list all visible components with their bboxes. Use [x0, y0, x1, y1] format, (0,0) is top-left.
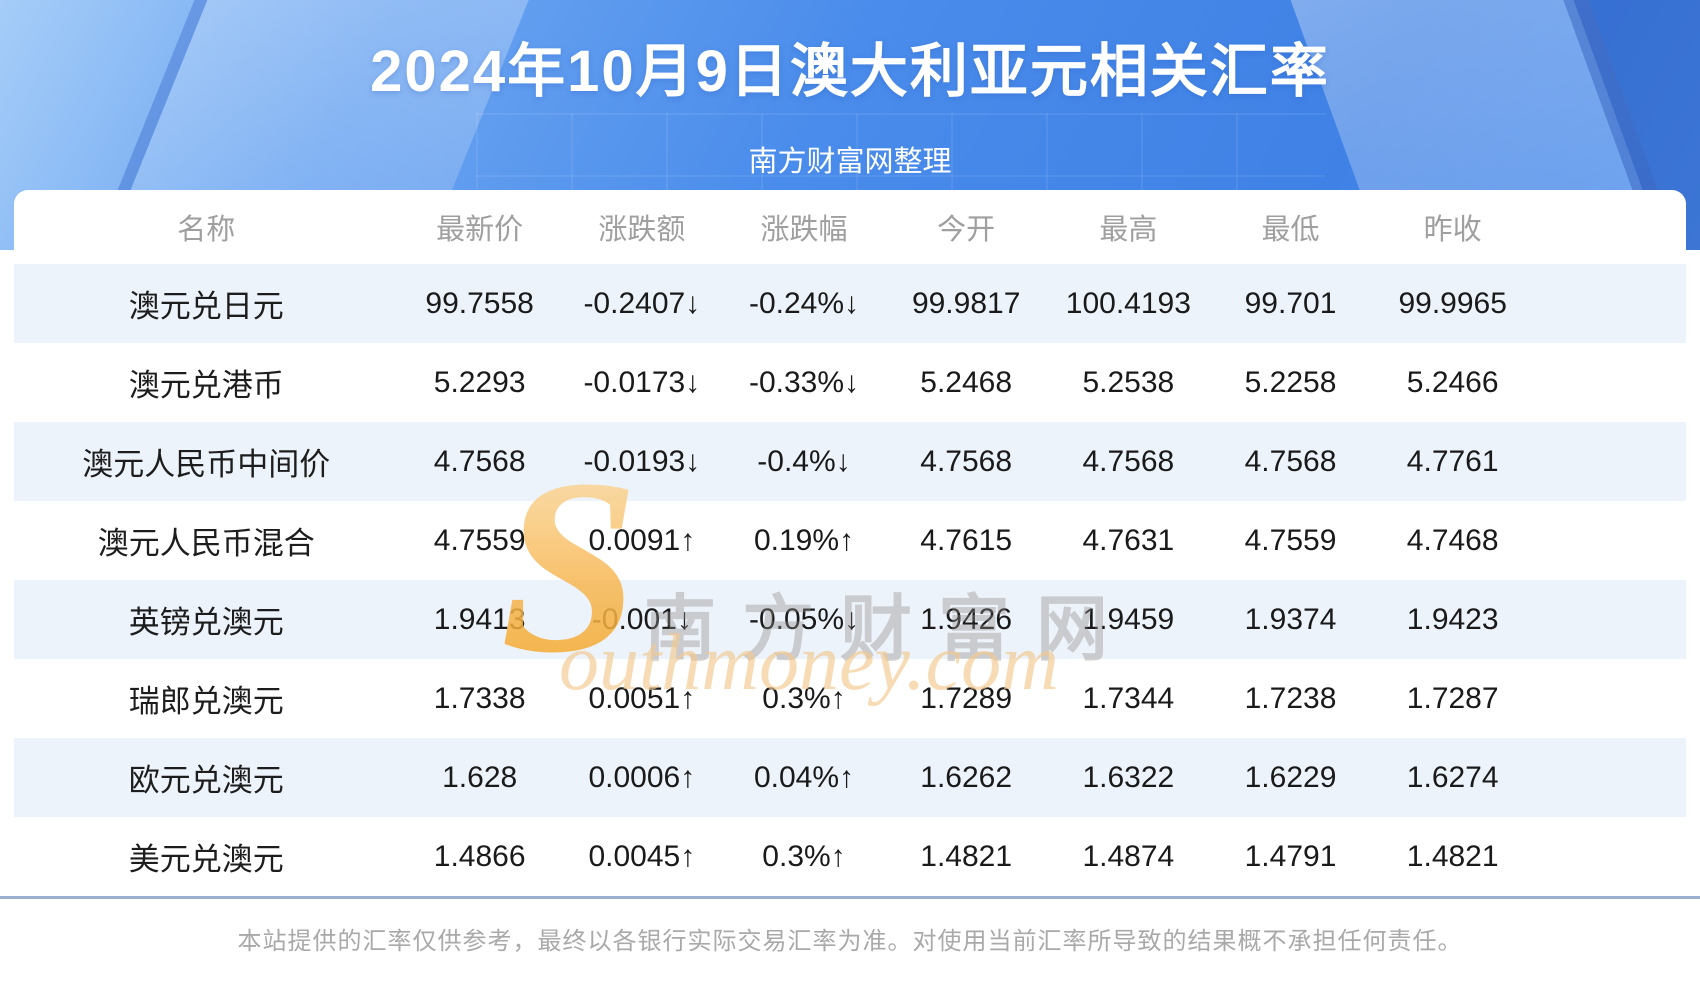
cell-prev_close: 4.7468 [1406, 523, 1499, 557]
table-row: 美元兑澳元 1.4866 0.0045↑ 0.3%↑ 1.4821 1.4874 1.479… [14, 817, 1686, 896]
table-row: 澳元兑港币 5.2293 -0.0173↓ -0.33%↓ 5.2468 5.2538 5.… [14, 343, 1686, 422]
cell-prev_close: 1.7287 [1406, 681, 1499, 715]
cell-change_pct: -0.33%↓ [748, 365, 860, 399]
table-header: 名称 最新价 涨跌额 涨跌幅 今开 最高 最低 昨收 [14, 190, 1686, 264]
cell-latest: 1.4866 [433, 839, 526, 873]
cell-change: -0.0173↓ [583, 365, 701, 399]
column-header: 最高 [1099, 214, 1158, 246]
column-header: 最低 [1261, 214, 1320, 246]
cell-latest: 1.628 [442, 760, 518, 794]
cell-open: 5.2468 [920, 365, 1013, 399]
table-row: 澳元兑日元 99.7558 -0.2407↓ -0.24%↓ 99.9817 100.41… [14, 264, 1686, 343]
table-row: 澳元人民币中间价 4.7568 -0.0193↓ -0.4%↓ 4.7568 4.7568… [14, 422, 1686, 501]
cell-filler [1534, 422, 1686, 501]
cell-name: 英镑兑澳元 [128, 605, 284, 640]
cell-prev_close: 4.7761 [1406, 444, 1499, 478]
cell-name: 澳元兑日元 [128, 289, 284, 324]
cell-low: 1.9374 [1244, 602, 1337, 636]
cell-high: 4.7631 [1082, 523, 1175, 557]
table-row: 英镑兑澳元 1.9413 -0.001↓ -0.05%↓ 1.9426 1.9459 1.9… [14, 580, 1686, 659]
cell-change: 0.0051↑ [588, 681, 696, 715]
cell-name: 澳元人民币中间价 [82, 447, 331, 482]
cell-change: -0.0193↓ [583, 444, 701, 478]
cell-open: 4.7615 [920, 523, 1013, 557]
cell-change_pct: -0.4%↓ [757, 444, 851, 478]
cell-filler [1534, 580, 1686, 659]
table-row: 澳元人民币混合 4.7559 0.0091↑ 0.19%↑ 4.7615 4.7631 4.… [14, 501, 1686, 580]
cell-high: 4.7568 [1082, 444, 1175, 478]
cell-high: 100.4193 [1065, 286, 1191, 320]
column-header: 涨跌幅 [760, 214, 848, 246]
cell-change: -0.2407↓ [583, 286, 701, 320]
cell-name: 瑞郎兑澳元 [128, 684, 284, 719]
cell-prev_close: 1.9423 [1406, 602, 1499, 636]
page-subtitle: 南方财富网整理 [748, 146, 952, 178]
cell-prev_close: 99.9965 [1398, 286, 1507, 320]
table-row: 欧元兑澳元 1.628 0.0006↑ 0.04%↑ 1.6262 1.6322 1.622… [14, 738, 1686, 817]
cell-change_pct: -0.05%↓ [748, 602, 860, 636]
cell-filler [1534, 264, 1686, 343]
cell-high: 1.9459 [1082, 602, 1175, 636]
rates-card: S 南方财富网 outhmoney.com 名称 最新价 涨跌额 涨跌幅 今开 最高 最低昨… [14, 190, 1686, 896]
page-title: 2024年10月9日澳大利亚元相关汇率 [370, 39, 1330, 104]
cell-prev_close: 1.6274 [1406, 760, 1499, 794]
rates-table: 名称 最新价 涨跌额 涨跌幅 今开 最高 最低 昨收 澳元兑日元 99.7558 -0.2407↓… [14, 190, 1686, 896]
cell-filler [1534, 817, 1686, 896]
cell-name: 澳元人民币混合 [97, 526, 315, 561]
cell-open: 1.4821 [920, 839, 1013, 873]
cell-filler [1534, 659, 1686, 738]
disclaimer: 本站提供的汇率仅供参考，最终以各银行实际交易汇率为准。对使用当前汇率所导致的结果… [237, 928, 1463, 955]
cell-latest: 99.7558 [425, 286, 534, 320]
cell-latest: 5.2293 [433, 365, 526, 399]
cell-open: 1.7289 [920, 681, 1013, 715]
cell-change: 0.0006↑ [588, 760, 696, 794]
column-header: 名称 [177, 214, 236, 246]
cell-change: 0.0045↑ [588, 839, 696, 873]
column-header: 最新价 [436, 214, 524, 246]
cell-open: 99.9817 [911, 286, 1021, 320]
cell-low: 99.701 [1244, 286, 1337, 320]
cell-open: 1.6262 [920, 760, 1013, 794]
column-header: 今开 [937, 214, 996, 246]
cell-prev_close: 1.4821 [1406, 839, 1499, 873]
cell-filler [1534, 738, 1686, 817]
cell-filler [1534, 501, 1686, 580]
cell-high: 1.4874 [1082, 839, 1175, 873]
cell-low: 4.7559 [1244, 523, 1337, 557]
column-header: 涨跌额 [598, 214, 686, 246]
cell-change: 0.0091↑ [588, 523, 696, 557]
cell-change_pct: 0.3%↑ [762, 839, 846, 873]
table-row: 瑞郎兑澳元 1.7338 0.0051↑ 0.3%↑ 1.7289 1.7344 1.723… [14, 659, 1686, 738]
cell-latest: 4.7559 [433, 523, 526, 557]
cell-high: 1.7344 [1082, 681, 1175, 715]
cell-name: 欧元兑澳元 [128, 763, 284, 798]
column-header-filler [1534, 190, 1686, 264]
table-body: 澳元兑日元 99.7558 -0.2407↓ -0.24%↓ 99.9817 100.41… [14, 264, 1686, 896]
cell-change_pct: 0.19%↑ [753, 523, 855, 557]
cell-latest: 4.7568 [433, 444, 526, 478]
cell-open: 4.7568 [920, 444, 1013, 478]
cell-change_pct: -0.24%↓ [748, 286, 860, 320]
cell-low: 1.4791 [1244, 839, 1337, 873]
cell-change: -0.001↓ [591, 602, 692, 636]
cell-low: 1.6229 [1244, 760, 1337, 794]
cell-filler [1534, 343, 1686, 422]
cell-latest: 1.7338 [433, 681, 526, 715]
cell-latest: 1.9413 [433, 602, 526, 636]
column-header: 昨收 [1423, 214, 1482, 246]
cell-high: 1.6322 [1082, 760, 1175, 794]
cell-low: 5.2258 [1244, 365, 1337, 399]
cell-low: 1.7238 [1244, 681, 1337, 715]
cell-name: 美元兑澳元 [128, 842, 284, 877]
cell-prev_close: 5.2466 [1406, 365, 1499, 399]
cell-change_pct: 0.04%↑ [753, 760, 855, 794]
page-footer: 本站提供的汇率仅供参考，最终以各银行实际交易汇率为准。对使用当前汇率所导致的结果… [0, 896, 1700, 956]
cell-name: 澳元兑港币 [128, 368, 284, 403]
cell-open: 1.9426 [920, 602, 1013, 636]
cell-high: 5.2538 [1082, 365, 1175, 399]
cell-change_pct: 0.3%↑ [762, 681, 846, 715]
cell-low: 4.7568 [1244, 444, 1337, 478]
table-header-row: 名称 最新价 涨跌额 涨跌幅 今开 最高 最低 昨收 [14, 190, 1686, 264]
